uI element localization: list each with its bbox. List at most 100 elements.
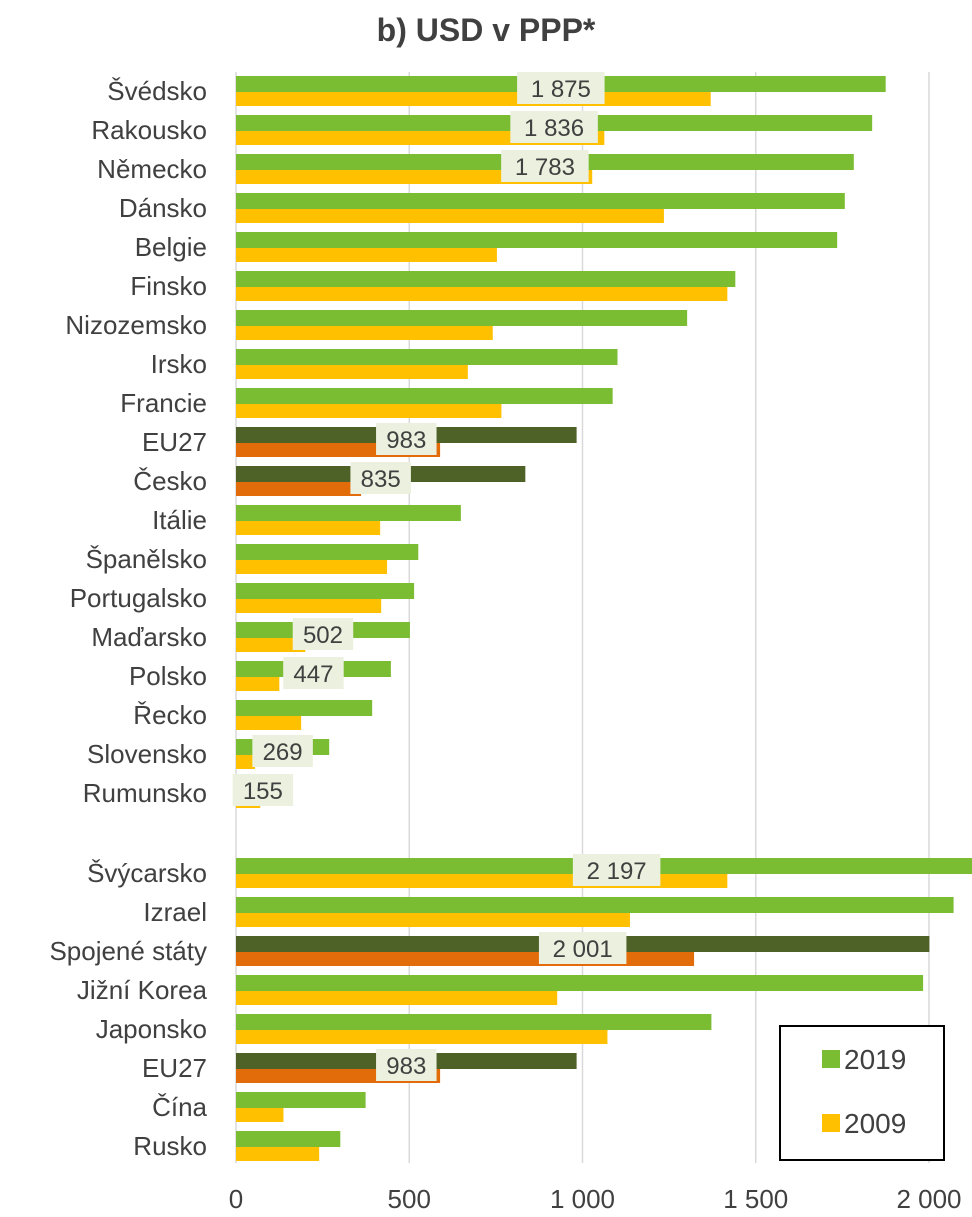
bar-2019 <box>236 193 845 209</box>
bar-2019 <box>236 975 924 991</box>
bar-2019 <box>236 271 736 287</box>
category-label: Rakousko <box>91 115 207 145</box>
bar-2009 <box>236 209 664 223</box>
category-label: Rumunsko <box>83 778 207 808</box>
data-label-text: 2 001 <box>553 936 613 963</box>
data-label-box <box>376 423 437 455</box>
bar-2009 <box>236 287 728 301</box>
bar-2019 <box>236 583 415 599</box>
legend-box <box>779 1025 945 1161</box>
bar-2009 <box>236 482 362 496</box>
data-label-text: 1 836 <box>524 115 584 142</box>
bar-2009 <box>236 1108 284 1122</box>
bar-2019 <box>236 1131 341 1147</box>
bar-2009 <box>236 404 502 418</box>
category-label: Maďarsko <box>91 622 207 652</box>
data-label: 983 <box>376 423 437 455</box>
category-label: Polsko <box>129 661 207 691</box>
bar-2019 <box>236 232 838 248</box>
category-label: Belgie <box>135 232 207 262</box>
category-label: Spojené státy <box>49 936 207 966</box>
legend-swatch <box>822 1114 840 1132</box>
bar-2009 <box>236 1147 320 1161</box>
bar-2009 <box>236 1030 608 1044</box>
chart-title: b) USD v PPP* <box>376 12 596 48</box>
bar-2019 <box>236 310 688 326</box>
data-label: 269 <box>252 735 313 767</box>
data-label-box <box>572 854 661 886</box>
category-label: Čína <box>152 1092 207 1122</box>
data-label: 447 <box>283 657 344 689</box>
data-label: 155 <box>232 774 294 806</box>
data-label-text: 835 <box>361 466 401 493</box>
category-label: Nizozemsko <box>65 310 207 340</box>
data-label-box <box>501 150 589 182</box>
bar-2009 <box>236 638 306 652</box>
category-label: Jižní Korea <box>77 975 208 1005</box>
bar-2019 <box>236 1092 366 1108</box>
data-label-text: 502 <box>303 622 343 649</box>
data-label-text: 983 <box>386 427 426 454</box>
category-label: Japonsko <box>96 1014 207 1044</box>
data-label-text: 155 <box>243 778 283 805</box>
category-label: Německo <box>97 154 207 184</box>
bar-2019 <box>236 349 618 365</box>
data-labels: 1 875 1 836 1 783 983 835 502 447 269 155 2 197 2 … <box>232 72 661 1081</box>
category-label: Slovensko <box>87 739 207 769</box>
data-label-box <box>510 111 598 143</box>
category-label: EU27 <box>142 427 207 457</box>
category-label: Řecko <box>133 700 207 730</box>
data-label-box <box>376 1049 437 1081</box>
data-label: 2 197 <box>572 854 661 886</box>
bar-2019 <box>236 1014 712 1030</box>
bar-2009 <box>236 248 497 262</box>
legend-label: 2019 <box>844 1044 906 1075</box>
category-label: Francie <box>120 388 207 418</box>
bar-2009 <box>236 560 388 574</box>
data-label-text: 983 <box>386 1053 426 1080</box>
bar-2009 <box>236 913 630 927</box>
legend-label: 2009 <box>844 1108 906 1139</box>
bar-2019 <box>236 700 373 716</box>
category-labels: Švédsko Rakousko Německo Dánsko Belgie Finsko… <box>49 76 207 1161</box>
category-label: Itálie <box>152 505 207 535</box>
category-label: EU27 <box>142 1053 207 1083</box>
category-label: Česko <box>133 466 207 496</box>
category-label: Finsko <box>130 271 207 301</box>
data-label-box <box>292 618 354 650</box>
data-label-box <box>350 462 411 494</box>
bar-2019 <box>236 897 954 913</box>
bar-2009 <box>236 365 468 379</box>
category-label: Rusko <box>133 1131 207 1161</box>
category-label: Izrael <box>143 897 207 927</box>
data-label-box <box>283 657 344 689</box>
x-axis-tick-labels: 0 500 1 000 1 500 2 000 <box>229 1184 962 1214</box>
bar-2009 <box>236 677 280 691</box>
category-label: Švédsko <box>107 76 207 106</box>
data-label: 983 <box>376 1049 437 1081</box>
x-tick-label: 1 500 <box>723 1184 788 1214</box>
data-label-text: 447 <box>293 661 333 688</box>
data-label-box <box>517 72 605 104</box>
category-label: Španělsko <box>86 544 207 574</box>
category-label: Dánsko <box>119 193 207 223</box>
bar-2009 <box>236 755 256 769</box>
bar-2009 <box>236 92 711 106</box>
data-label-text: 1 875 <box>531 76 591 103</box>
data-label-text: 1 783 <box>515 154 575 181</box>
data-label-box <box>232 774 294 806</box>
legend-swatch <box>822 1050 840 1068</box>
bar-2009 <box>236 716 302 730</box>
category-label: Švýcarsko <box>87 858 207 888</box>
data-label: 1 783 <box>501 150 589 182</box>
data-label: 502 <box>292 618 354 650</box>
category-label: Irsko <box>151 349 207 379</box>
bar-2019 <box>236 544 419 560</box>
x-tick-label: 1 000 <box>550 1184 615 1214</box>
bar-2009 <box>236 599 382 613</box>
legend: 2019 2009 <box>779 1025 945 1161</box>
data-label-text: 269 <box>263 739 303 766</box>
data-label: 1 836 <box>510 111 598 143</box>
category-label: Portugalsko <box>70 583 207 613</box>
